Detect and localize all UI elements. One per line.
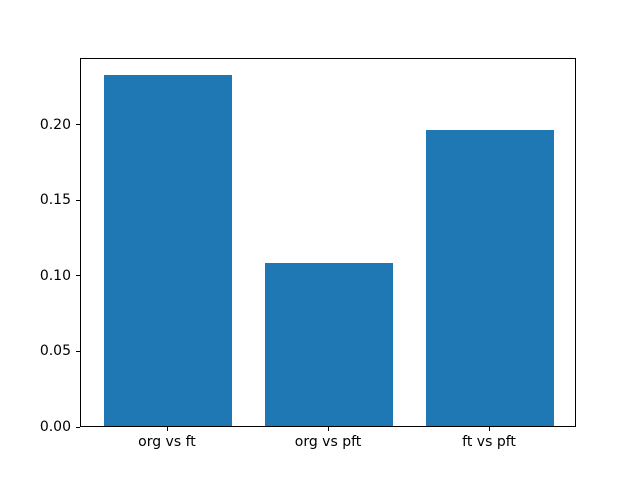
x-tick-mark — [166, 427, 168, 431]
bar — [264, 262, 394, 426]
y-tick-label: 0.15 — [39, 192, 71, 209]
y-tick-mark — [76, 124, 80, 126]
x-tick-label: org vs pft — [294, 434, 362, 450]
y-tick-label: 0.10 — [39, 267, 71, 284]
y-tick-mark — [76, 426, 80, 428]
y-tick-mark — [76, 275, 80, 277]
x-tick-mark — [489, 427, 491, 431]
x-tick-label: org vs ft — [138, 434, 196, 450]
x-tick-mark — [328, 427, 329, 431]
y-tick-label: 0.00 — [39, 419, 71, 435]
x-tick-label: ft vs pft — [462, 434, 516, 450]
y-tick-label: 0.05 — [39, 343, 71, 360]
y-tick-mark — [76, 350, 80, 352]
bar — [425, 129, 555, 426]
bar — [103, 75, 233, 426]
plot-area — [80, 58, 576, 427]
y-tick-mark — [76, 199, 80, 201]
y-tick-label: 0.20 — [39, 116, 71, 133]
